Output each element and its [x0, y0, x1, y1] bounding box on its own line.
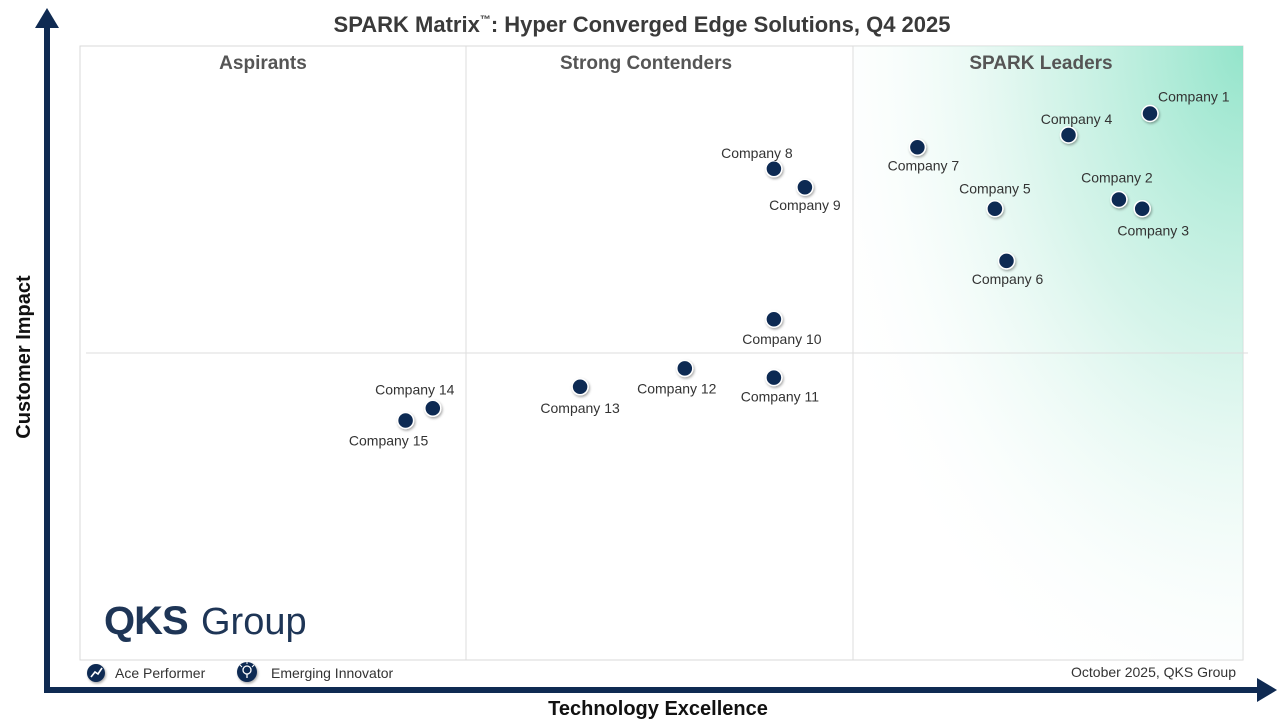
legend-emerging-innovator: Emerging Innovator	[271, 665, 394, 681]
point-label: Company 9	[769, 197, 841, 213]
quadrant-label-spark-leaders: SPARK Leaders	[969, 53, 1112, 74]
data-point-company-13: Company 13	[540, 378, 620, 416]
data-point-company-10: Company 10	[742, 310, 822, 347]
point-label: Company 15	[349, 433, 429, 449]
point-label: Company 6	[972, 271, 1044, 287]
point-marker	[908, 138, 927, 157]
point-label: Company 14	[375, 381, 455, 397]
point-marker	[1133, 199, 1151, 218]
point-label: Company 7	[888, 157, 960, 173]
data-point-company-15: Company 15	[349, 411, 429, 449]
point-label: Company 12	[637, 380, 717, 396]
ace-performer-icon	[87, 664, 105, 682]
point-marker	[1059, 126, 1078, 144]
point-marker	[765, 310, 783, 328]
data-point-company-6: Company 6	[972, 252, 1044, 287]
data-point-company-11: Company 11	[741, 368, 820, 405]
y-axis-label: Customer Impact	[13, 275, 35, 439]
point-label: Company 2	[1081, 170, 1153, 186]
emerging-innovator-icon	[237, 662, 257, 682]
point-label: Company 5	[959, 181, 1031, 197]
point-marker	[1110, 190, 1128, 209]
point-label: Company 11	[741, 389, 820, 405]
point-marker	[424, 399, 442, 418]
point-marker	[571, 378, 589, 396]
quadrant-label-strong-contenders: Strong Contenders	[560, 53, 732, 74]
y-axis	[35, 8, 59, 693]
chart-title: SPARK Matrix™: Hyper Converged Edge Solu…	[334, 12, 951, 37]
data-point-company-5: Company 5	[959, 181, 1031, 218]
point-marker	[986, 199, 1004, 218]
source-note: October 2025, QKS Group	[1071, 664, 1236, 680]
data-point-company-14: Company 14	[375, 381, 455, 418]
point-label: Company 3	[1117, 223, 1189, 239]
legend: Ace Performer Emerging Innovator	[87, 662, 394, 682]
logo-word: Group	[201, 601, 307, 643]
data-point-company-3: Company 3	[1117, 199, 1189, 239]
point-marker	[765, 160, 783, 178]
point-marker	[796, 178, 814, 196]
data-point-company-7: Company 7	[888, 138, 960, 173]
data-point-company-12: Company 12	[637, 359, 717, 396]
logo-brand: QKS	[104, 599, 188, 643]
legend-ace-performer: Ace Performer	[115, 665, 206, 681]
x-axis	[44, 678, 1277, 702]
y-axis-arrow-icon	[35, 8, 59, 28]
data-point-company-1: Company 1	[1141, 89, 1230, 123]
point-label: Company 10	[742, 331, 822, 347]
data-point-company-9: Company 9	[769, 178, 841, 213]
data-point-company-4: Company 4	[1041, 111, 1113, 144]
point-label: Company 1	[1158, 89, 1230, 105]
x-axis-arrow-icon	[1257, 678, 1277, 702]
data-points: Company 1 Company 2 Company 3 Company 4 Comp…	[349, 89, 1230, 449]
point-marker	[997, 252, 1016, 270]
data-point-company-2: Company 2	[1081, 170, 1153, 209]
point-marker	[765, 368, 783, 387]
qks-group-logo: QKS Group	[104, 599, 307, 643]
quadrant-label-aspirants: Aspirants	[219, 53, 307, 74]
point-marker	[676, 359, 694, 378]
point-label: Company 13	[540, 400, 620, 416]
point-label: Company 8	[721, 145, 793, 161]
data-point-company-8: Company 8	[721, 145, 793, 178]
x-axis-label: Technology Excellence	[548, 698, 768, 720]
point-label: Company 4	[1041, 111, 1113, 127]
point-marker	[1141, 104, 1159, 123]
point-marker	[396, 411, 415, 430]
